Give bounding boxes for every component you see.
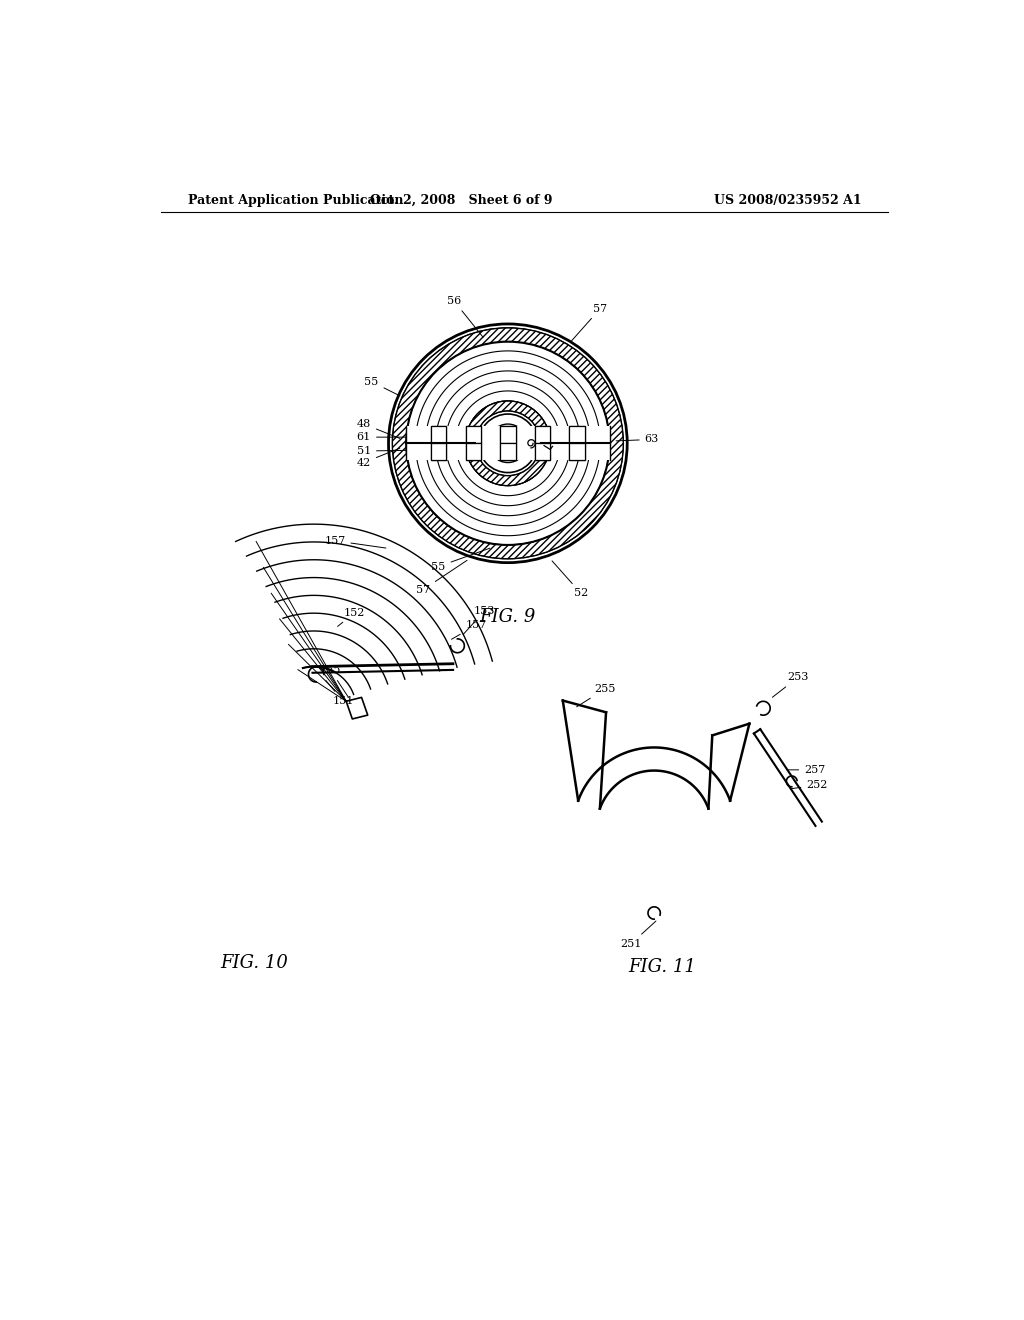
Text: FIG. 10: FIG. 10: [220, 954, 288, 972]
Text: 252: 252: [791, 780, 827, 791]
Text: 57: 57: [571, 304, 607, 341]
Bar: [466, 444, 481, 461]
Bar: [535, 444, 550, 461]
Bar: [466, 426, 481, 444]
Wedge shape: [392, 327, 624, 558]
Bar: [535, 426, 550, 444]
Text: FIG. 11: FIG. 11: [628, 958, 695, 975]
Bar: [466, 426, 481, 444]
Text: 57: 57: [416, 561, 467, 594]
Text: 257: 257: [786, 764, 825, 775]
Bar: [569, 444, 585, 461]
Bar: [535, 444, 550, 461]
Text: 55: 55: [365, 376, 400, 396]
Bar: [431, 426, 446, 444]
Text: Oct. 2, 2008   Sheet 6 of 9: Oct. 2, 2008 Sheet 6 of 9: [371, 194, 553, 207]
Text: 253: 253: [772, 672, 809, 697]
Bar: [500, 426, 515, 444]
Text: FIG. 9: FIG. 9: [479, 607, 536, 626]
Wedge shape: [466, 401, 550, 486]
Bar: [431, 444, 446, 461]
Bar: [569, 444, 585, 461]
Bar: [431, 426, 446, 444]
Text: 59: 59: [509, 441, 532, 450]
Bar: [500, 444, 515, 461]
Bar: [466, 444, 481, 461]
Text: 55: 55: [431, 548, 489, 572]
Text: 152: 152: [338, 607, 366, 627]
Text: 56: 56: [446, 296, 483, 337]
Text: 63: 63: [616, 434, 659, 445]
Bar: [569, 426, 585, 444]
Text: 153: 153: [463, 606, 495, 635]
Bar: [569, 426, 585, 444]
Text: 255: 255: [577, 684, 615, 706]
Text: 42: 42: [356, 449, 399, 467]
Bar: [431, 444, 446, 461]
Text: 51: 51: [356, 446, 464, 455]
Bar: [500, 444, 515, 461]
Bar: [500, 426, 515, 444]
Text: 151: 151: [326, 680, 354, 706]
Text: 61: 61: [356, 432, 464, 442]
Text: 157: 157: [325, 536, 386, 548]
Text: US 2008/0235952 A1: US 2008/0235952 A1: [715, 194, 862, 207]
Text: 48: 48: [356, 418, 399, 438]
Text: 155: 155: [321, 665, 348, 697]
Text: 52: 52: [552, 561, 588, 598]
Text: Patent Application Publication: Patent Application Publication: [188, 194, 403, 207]
Text: 157: 157: [452, 620, 486, 639]
Text: 251: 251: [621, 921, 656, 949]
Bar: [535, 426, 550, 444]
Bar: [407, 426, 609, 461]
